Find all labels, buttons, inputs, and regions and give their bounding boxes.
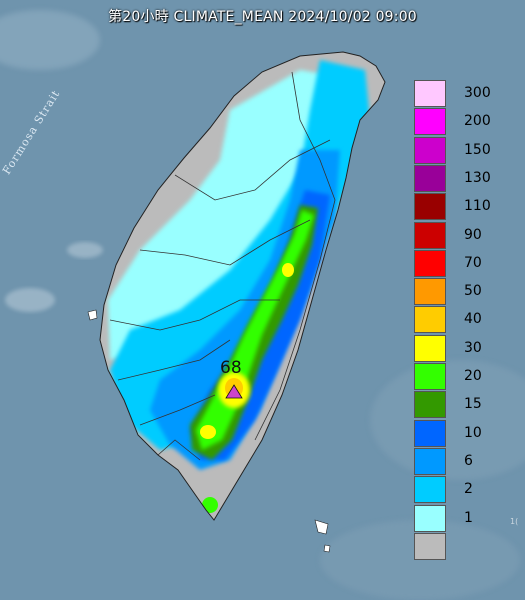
taiwan-outline <box>99 51 386 521</box>
legend-label: 1 <box>464 509 473 526</box>
legend-label: 2 <box>464 481 473 498</box>
legend-label: 10 <box>464 424 482 441</box>
county-borders <box>109 71 336 461</box>
legend-label: 6 <box>464 452 473 469</box>
legend-label: 50 <box>464 283 482 300</box>
legend-label: 90 <box>464 226 482 243</box>
legend-label: 110 <box>464 198 491 215</box>
legend-swatch <box>414 447 446 475</box>
legend-label: 150 <box>464 141 491 158</box>
legend-label: 20 <box>464 368 482 384</box>
legend-swatch <box>414 419 446 447</box>
legend-swatch <box>414 221 446 249</box>
legend-label: 70 <box>464 254 482 271</box>
legend-swatch <box>414 306 446 334</box>
legend-swatch <box>414 391 446 419</box>
legend-swatch <box>414 136 446 164</box>
legend-swatch <box>414 476 446 504</box>
legend-label: 200 <box>464 113 491 130</box>
legend-swatch <box>414 363 446 390</box>
peak-triangle-marker <box>225 384 243 399</box>
edge-mark: 1( <box>510 517 519 526</box>
legend-label: 15 <box>464 396 482 413</box>
ocean-cloud-texture <box>0 10 525 600</box>
legend-label: 300 <box>464 85 491 101</box>
legend-label: 130 <box>464 169 491 186</box>
legend-swatch <box>414 193 446 221</box>
legend-swatch <box>414 334 446 362</box>
legend-swatch <box>414 108 446 136</box>
map-title: 第20小時 CLIMATE_MEAN 2024/10/02 09:00 <box>108 9 417 25</box>
outlying-islands <box>87 309 331 553</box>
peak-value-label: 68 <box>220 358 242 378</box>
rainfall-field <box>108 60 370 513</box>
legend-swatch <box>414 80 446 107</box>
legend-swatch <box>414 532 446 560</box>
legend-swatch <box>414 164 446 192</box>
legend-label: 40 <box>464 311 482 328</box>
legend-swatch <box>414 249 446 277</box>
legend-swatch <box>414 278 446 306</box>
legend-label: 30 <box>464 339 482 356</box>
legend-swatch <box>414 504 446 532</box>
